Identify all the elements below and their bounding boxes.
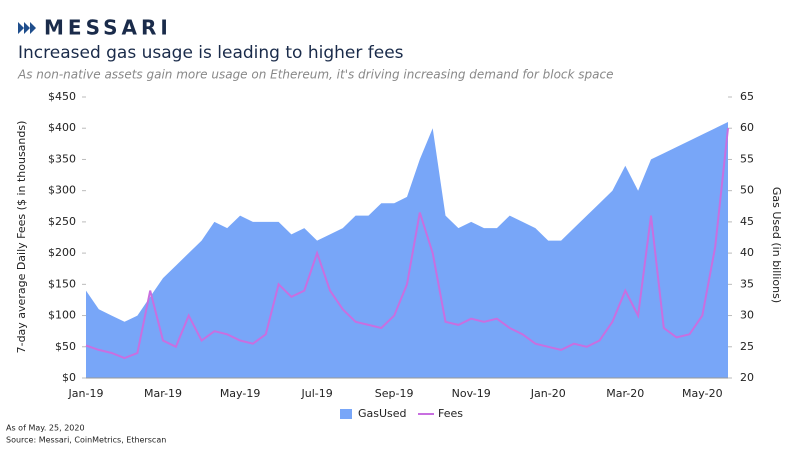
y-tick-label: $200: [48, 246, 76, 259]
y-tick-label: $0: [62, 371, 76, 384]
chart-subtitle: As non-native assets gain more usage on …: [17, 68, 614, 82]
y-tick-label: $450: [48, 90, 76, 103]
brand: MESSARI: [44, 16, 172, 40]
x-tick-label: Sep-19: [375, 387, 414, 400]
x-tick-label: Jan-20: [530, 387, 566, 400]
y2-tick-label: 20: [740, 371, 754, 384]
y-tick-label: $350: [48, 152, 76, 165]
y-tick-label: $400: [48, 121, 76, 134]
y2-tick-label: 60: [740, 121, 754, 134]
chart-title: Increased gas usage is leading to higher…: [18, 43, 404, 63]
y2-axis-title: Gas Used (in billions): [770, 187, 783, 303]
fees-line: [85, 128, 729, 360]
x-tick-label: Jan-19: [68, 387, 104, 400]
gas-area: [86, 122, 728, 378]
legend-swatch: [340, 409, 352, 419]
legend-label: GasUsed: [358, 407, 407, 420]
logo: MESSARI: [18, 16, 172, 40]
y2-tick-label: 45: [740, 215, 754, 228]
y-tick-label: $250: [48, 215, 76, 228]
x-tick-label: Mar-20: [606, 387, 644, 400]
x-tick-label: May-20: [682, 387, 723, 400]
y2-tick-label: 55: [740, 152, 754, 165]
y2-tick-label: 25: [740, 340, 754, 353]
y2-tick-label: 50: [740, 184, 754, 197]
legend-label: Fees: [438, 407, 463, 420]
y-tick-label: $150: [48, 277, 76, 290]
x-tick-label: May-19: [220, 387, 261, 400]
x-tick-label: Jul-19: [300, 387, 332, 400]
y-tick-label: $50: [55, 340, 76, 353]
y-tick-label: $100: [48, 309, 76, 322]
y2-tick-label: 40: [740, 246, 754, 259]
y2-tick-label: 65: [740, 90, 754, 103]
y-axis-title: 7-day average Daily Fees ($ in thousands…: [15, 121, 28, 354]
y2-tick-label: 35: [740, 277, 754, 290]
x-tick-label: Mar-19: [144, 387, 182, 400]
y2-tick-label: 30: [740, 309, 754, 322]
footer-source: Source: Messari, CoinMetrics, Etherscan: [6, 436, 166, 445]
logo-icon: [18, 22, 36, 34]
x-tick-label: Nov-19: [452, 387, 491, 400]
y-tick-label: $300: [48, 184, 76, 197]
footer-note: As of May. 25, 2020: [6, 424, 85, 433]
